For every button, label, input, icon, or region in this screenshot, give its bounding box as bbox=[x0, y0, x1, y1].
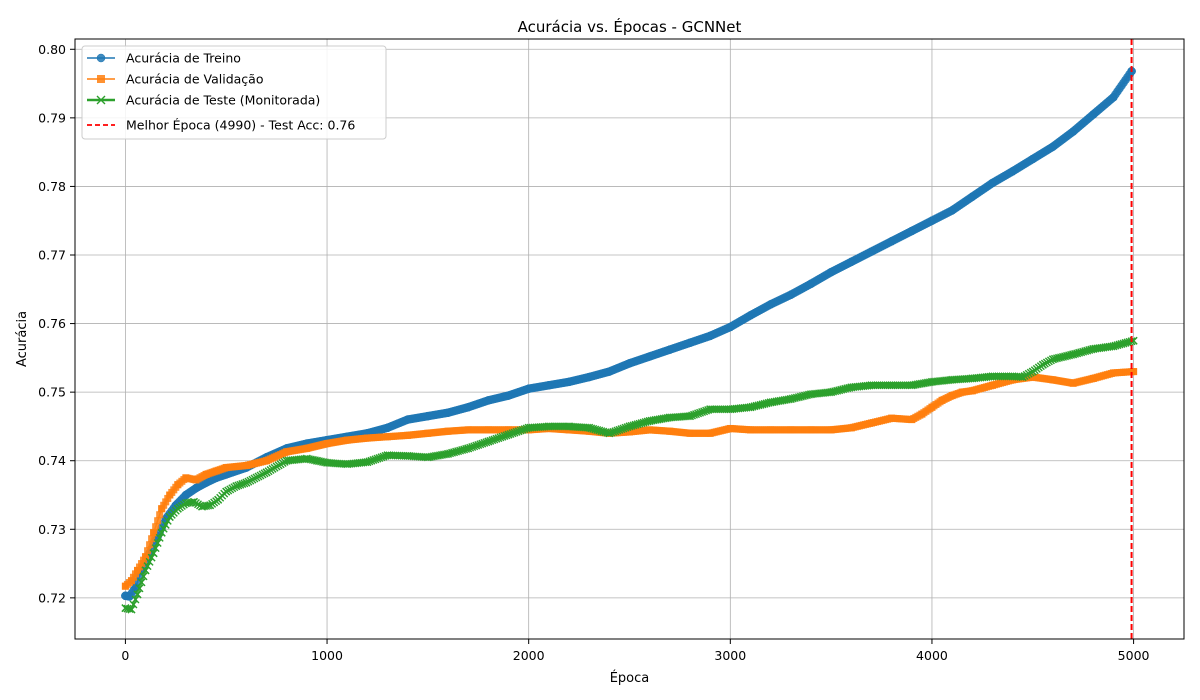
epoch-marker bbox=[1130, 368, 1138, 376]
x-tick-label: 3000 bbox=[714, 648, 746, 663]
x-tick-label: 1000 bbox=[311, 648, 343, 663]
legend-label: Acurácia de Validação bbox=[126, 72, 263, 87]
epoch-marker bbox=[155, 533, 164, 542]
epoch-marker bbox=[129, 600, 138, 609]
epoch-marker bbox=[204, 501, 213, 510]
epoch-marker bbox=[133, 590, 142, 599]
epoch-marker bbox=[127, 605, 136, 614]
legend-label: Acurácia de Teste (Monitorada) bbox=[126, 93, 320, 108]
x-tick-label: 4000 bbox=[916, 648, 948, 663]
y-axis-label: Acurácia bbox=[15, 311, 30, 367]
y-tick-label: 0.74 bbox=[38, 453, 66, 468]
y-tick-label: 0.76 bbox=[38, 316, 66, 331]
legend-label: Melhor Época (4990) - Test Acc: 0.76 bbox=[126, 118, 355, 133]
epoch-marker bbox=[152, 523, 160, 531]
series-2 bbox=[121, 336, 1138, 614]
legend-label: Acurácia de Treino bbox=[126, 51, 241, 66]
epoch-marker bbox=[144, 547, 152, 555]
legend-entries: Acurácia de Treino Acurácia de Validação A… bbox=[87, 51, 355, 133]
legend-entry: Melhor Época (4990) - Test Acc: 0.76 bbox=[87, 118, 355, 133]
legend-marker bbox=[97, 75, 105, 83]
epoch-marker bbox=[153, 539, 162, 547]
y-tick-label: 0.73 bbox=[38, 522, 66, 537]
epoch-marker bbox=[139, 572, 148, 581]
epoch-marker bbox=[150, 529, 158, 537]
legend-entry: Acurácia de Teste (Monitorada) bbox=[87, 93, 320, 108]
epoch-marker bbox=[151, 544, 160, 553]
y-tick-label: 0.79 bbox=[38, 110, 66, 125]
y-tick-label: 0.75 bbox=[38, 385, 66, 400]
x-tick-label: 5000 bbox=[1118, 648, 1150, 663]
epoch-marker bbox=[141, 566, 150, 575]
legend-marker bbox=[96, 53, 106, 63]
x-axis: 0 1000 2000 3000 4000 5000 bbox=[121, 639, 1150, 663]
epoch-marker bbox=[156, 511, 164, 519]
legend-entry: Acurácia de Validação bbox=[87, 72, 263, 87]
epoch-marker bbox=[135, 584, 144, 593]
epoch-marker bbox=[159, 524, 168, 533]
epoch-marker bbox=[146, 541, 154, 549]
legend: Acurácia de Treino Acurácia de Validação A… bbox=[81, 45, 387, 140]
epoch-marker bbox=[143, 562, 152, 571]
epoch-marker bbox=[149, 549, 158, 558]
legend-marker bbox=[96, 95, 106, 105]
epoch-marker bbox=[145, 557, 154, 566]
y-tick-label: 0.78 bbox=[38, 179, 66, 194]
epoch-marker bbox=[240, 479, 249, 488]
epoch-marker bbox=[142, 553, 150, 561]
chart-title: Acurácia vs. Épocas - GCNNet bbox=[518, 17, 742, 36]
epoch-marker bbox=[161, 520, 170, 529]
plot-frame bbox=[74, 38, 1185, 640]
epoch-marker bbox=[148, 535, 156, 543]
x-axis-label: Época bbox=[610, 670, 650, 686]
x-tick-label: 0 bbox=[121, 648, 129, 663]
epoch-marker bbox=[137, 578, 146, 587]
legend-entry: Acurácia de Treino bbox=[87, 51, 241, 66]
series-layer bbox=[121, 66, 1138, 614]
epoch-marker bbox=[154, 517, 162, 525]
y-tick-label: 0.72 bbox=[38, 590, 66, 605]
y-axis: 0.72 0.73 0.74 0.75 0.76 0.77 0.78 0.79 0.80 bbox=[38, 42, 75, 605]
epoch-marker bbox=[131, 595, 140, 604]
y-tick-label: 0.77 bbox=[38, 248, 66, 263]
x-tick-label: 2000 bbox=[513, 648, 545, 663]
y-tick-label: 0.80 bbox=[38, 42, 66, 57]
epoch-marker bbox=[147, 553, 156, 562]
legend-box bbox=[81, 45, 387, 140]
epoch-marker bbox=[163, 516, 172, 525]
epoch-marker bbox=[157, 528, 166, 537]
